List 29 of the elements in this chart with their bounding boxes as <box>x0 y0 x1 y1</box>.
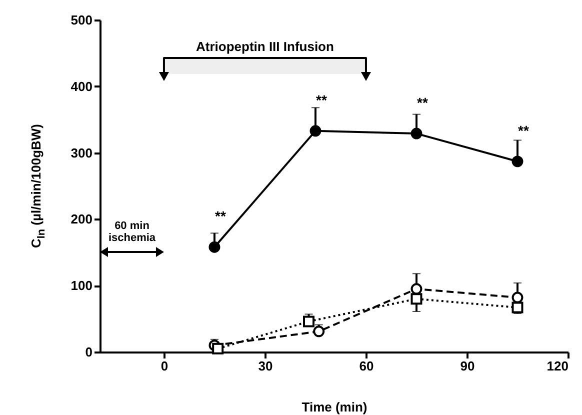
y-tick-label: 0 <box>85 344 92 360</box>
y-tick-label: 100 <box>70 278 92 294</box>
point <box>512 292 524 304</box>
point <box>410 128 422 140</box>
point <box>310 125 322 137</box>
x-axis-title: Time (min) <box>302 400 368 414</box>
point <box>410 283 422 295</box>
point <box>512 302 524 314</box>
annotation: ** <box>518 122 530 138</box>
y-tick-label: 200 <box>70 212 92 227</box>
y-tick-label: 500 <box>70 12 92 28</box>
point <box>208 241 220 253</box>
x-tick-label: 90 <box>460 358 475 374</box>
annotation: ** <box>215 208 226 224</box>
annotation: ** <box>316 92 328 108</box>
annotation: 60 min ischemia <box>108 220 156 244</box>
y-tick-label: 400 <box>70 78 92 94</box>
point <box>410 293 422 305</box>
annotation: ** <box>417 94 428 111</box>
x-tick-label: 0 <box>160 358 168 374</box>
x-tick-label: 30 <box>258 358 273 374</box>
point <box>212 342 224 354</box>
x-tick-label: 120 <box>546 358 568 374</box>
x-tick-label: 60 <box>359 358 374 374</box>
point <box>303 316 314 328</box>
y-tick-label: 300 <box>70 145 92 160</box>
point <box>313 326 325 338</box>
point <box>512 156 524 168</box>
band-label: Atriopeptin III Infusion <box>196 39 334 54</box>
